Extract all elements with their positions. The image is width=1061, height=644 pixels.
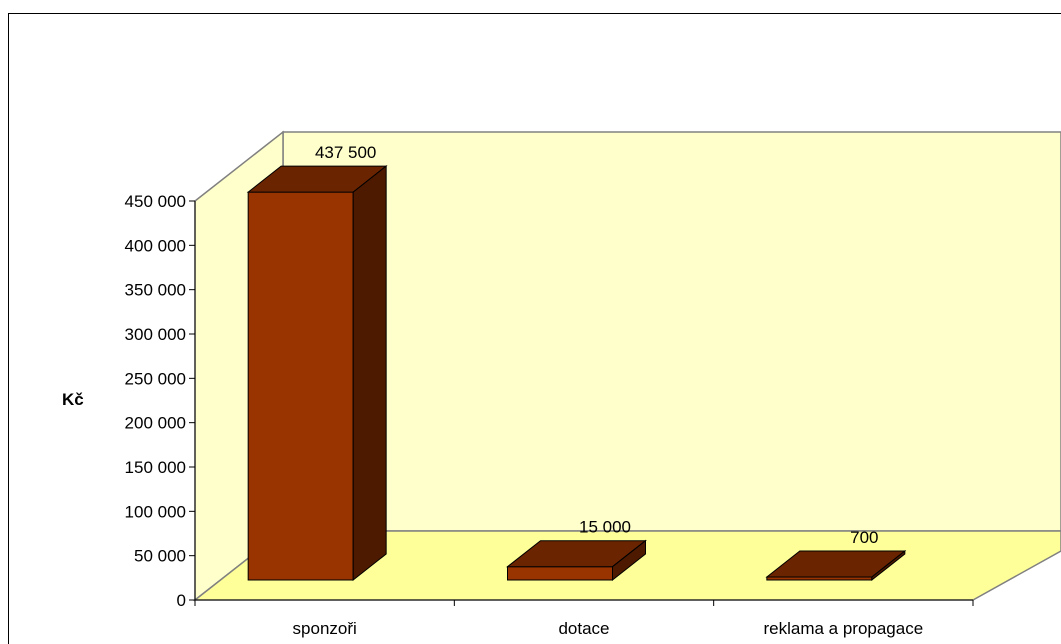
y-tick-label: 50 000 bbox=[134, 547, 186, 566]
bar-1 bbox=[246, 165, 388, 582]
bars bbox=[246, 165, 907, 582]
y-tick-label: 350 000 bbox=[125, 281, 186, 300]
bar-side bbox=[352, 165, 387, 582]
bar-side bbox=[871, 549, 906, 582]
y-tick-label: 100 000 bbox=[125, 502, 186, 521]
back-wall bbox=[282, 131, 1061, 532]
y-tick-label: 200 000 bbox=[125, 414, 186, 433]
data-label: 437 500 bbox=[315, 143, 376, 162]
bar-front bbox=[507, 566, 613, 581]
data-label: 700 bbox=[850, 528, 878, 547]
category-label: reklama a propagace bbox=[763, 619, 923, 638]
y-tick-label: 300 000 bbox=[125, 325, 186, 344]
bar-side bbox=[612, 539, 646, 582]
y-tick-label: 0 bbox=[177, 591, 186, 610]
y-axis-title: Kč bbox=[62, 390, 84, 409]
labels: 437 500 sponzoři 15 000 dotace 700 reklama a … bbox=[293, 143, 924, 638]
y-tick-label: 250 000 bbox=[125, 369, 186, 388]
category-label: sponzoři bbox=[293, 619, 357, 638]
category-label: dotace bbox=[558, 619, 609, 638]
y-tick-label: 450 000 bbox=[125, 192, 186, 211]
bar-2 bbox=[506, 539, 647, 582]
bar-front bbox=[247, 191, 354, 581]
y-tick-label: 150 000 bbox=[125, 458, 186, 477]
data-label: 15 000 bbox=[579, 518, 631, 537]
y-tick-label: 400 000 bbox=[125, 236, 186, 255]
bar-3 bbox=[765, 549, 907, 582]
y-axis: 0 50 000 100 000 150 000 200 000 250 000 300 0… bbox=[125, 192, 974, 610]
